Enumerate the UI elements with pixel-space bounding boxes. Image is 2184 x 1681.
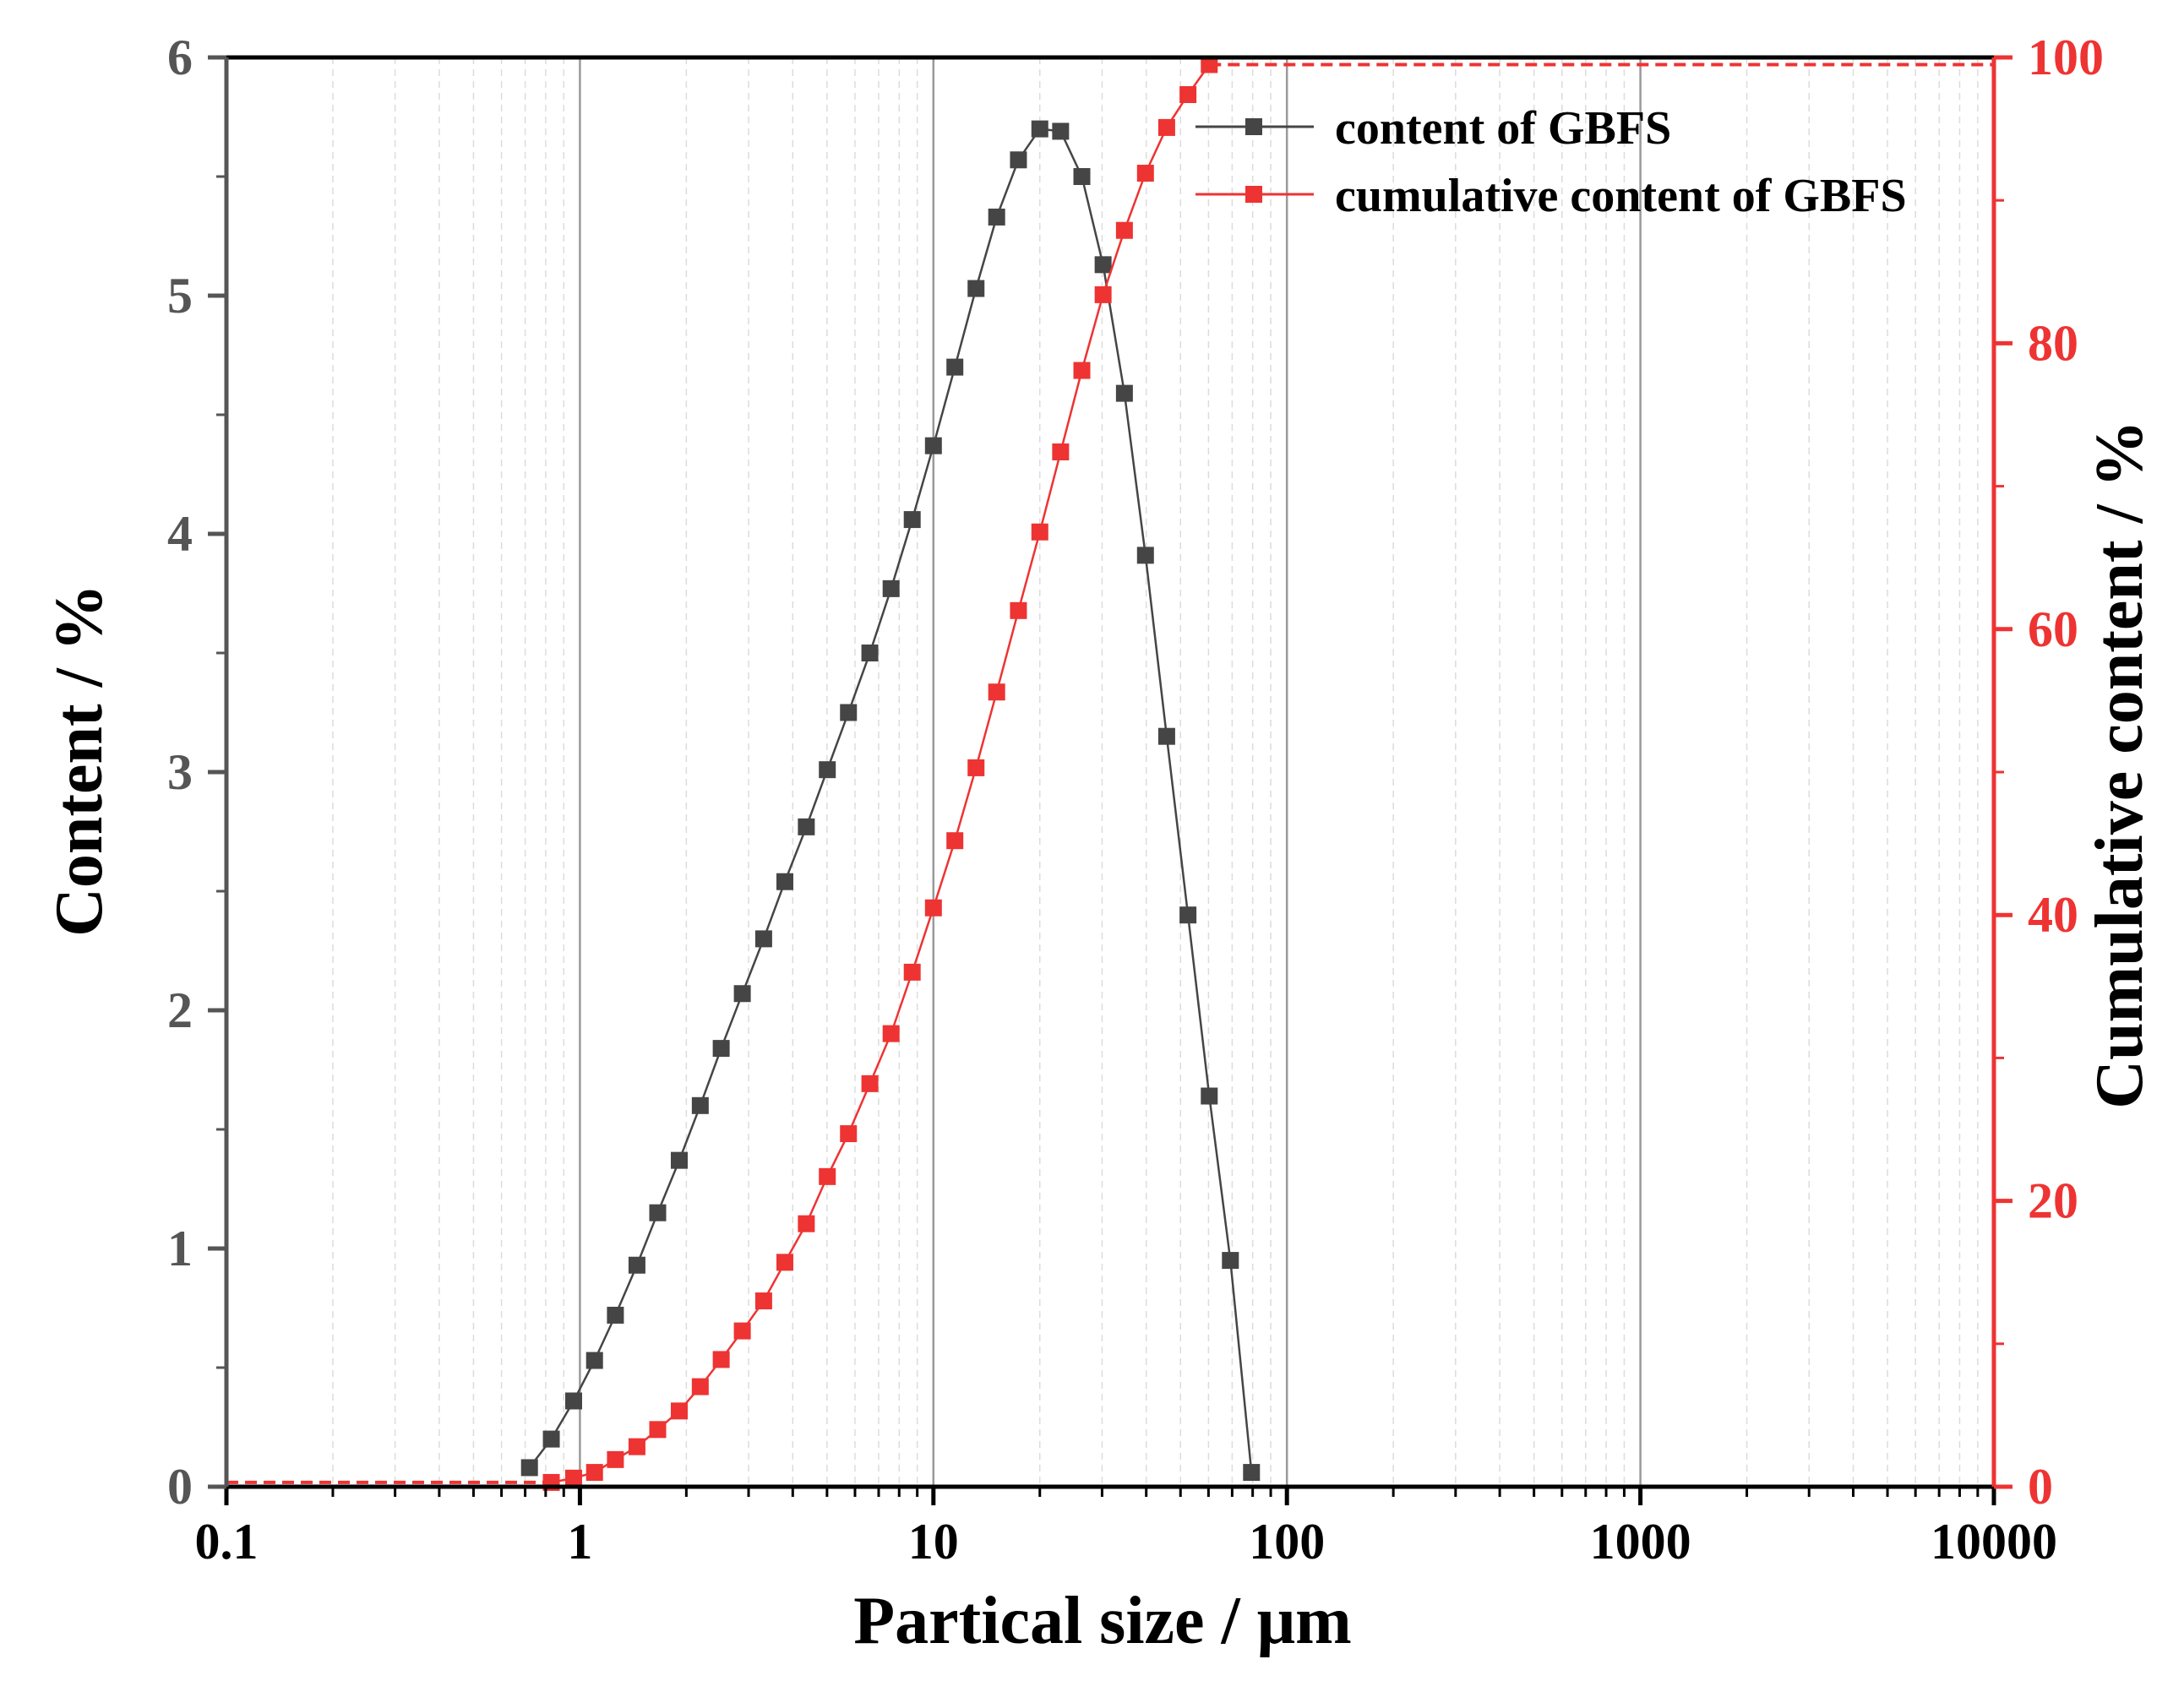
grid bbox=[332, 57, 1996, 1487]
y-right-tick-label: 80 bbox=[2028, 315, 2078, 371]
data-point-content bbox=[798, 818, 815, 835]
data-point-cumulative bbox=[1094, 286, 1112, 303]
data-point-cumulative bbox=[607, 1450, 624, 1468]
y-left-tick-label: 3 bbox=[167, 744, 193, 800]
data-point-cumulative bbox=[1052, 443, 1070, 460]
data-point-content bbox=[1201, 1087, 1218, 1105]
data-point-cumulative bbox=[1115, 221, 1133, 239]
legend-marker-cumulative bbox=[1245, 186, 1262, 203]
data-point-content bbox=[691, 1096, 709, 1114]
data-point-cumulative bbox=[1136, 165, 1154, 182]
data-point-cumulative bbox=[733, 1322, 751, 1340]
data-point-content bbox=[520, 1459, 538, 1477]
data-point-cumulative bbox=[946, 832, 964, 850]
data-point-content bbox=[946, 358, 964, 376]
data-point-content bbox=[670, 1151, 688, 1169]
y-left-tick-label: 0 bbox=[167, 1459, 193, 1515]
y-left-tick-label: 2 bbox=[167, 982, 193, 1038]
data-point-cumulative bbox=[924, 899, 942, 917]
series-line-cumulative bbox=[551, 63, 1211, 1484]
legend: content of GBFS cumulative content of GB… bbox=[1195, 102, 1907, 222]
data-point-content bbox=[988, 208, 1005, 226]
legend-marker-content bbox=[1245, 118, 1262, 135]
data-point-content bbox=[776, 873, 793, 890]
x-tick-label: 10 bbox=[908, 1514, 959, 1569]
data-point-content bbox=[607, 1306, 624, 1324]
x-tick-label: 10000 bbox=[1931, 1514, 2057, 1569]
data-point-cumulative bbox=[861, 1074, 879, 1092]
data-point-cumulative bbox=[1157, 118, 1175, 136]
data-point-content bbox=[1136, 547, 1154, 564]
x-tick-label: 100 bbox=[1249, 1514, 1325, 1569]
y-right-tick-label: 100 bbox=[2028, 30, 2104, 85]
data-point-cumulative bbox=[1010, 601, 1027, 619]
x-tick-label: 1000 bbox=[1590, 1514, 1691, 1569]
data-point-cumulative bbox=[585, 1464, 603, 1482]
data-point-content bbox=[840, 704, 858, 721]
y-right-tick-label: 20 bbox=[2028, 1173, 2078, 1229]
x-tick-label: 1 bbox=[567, 1514, 592, 1569]
data-point-cumulative bbox=[1179, 85, 1197, 103]
data-point-content bbox=[542, 1430, 560, 1448]
y-right-tick-label: 40 bbox=[2028, 887, 2078, 943]
series bbox=[226, 56, 1994, 1491]
data-point-content bbox=[924, 437, 942, 454]
data-point-cumulative bbox=[988, 683, 1005, 701]
y-right-tick-label: 0 bbox=[2028, 1459, 2053, 1515]
y-right-tick-label: 60 bbox=[2028, 601, 2078, 657]
data-point-content bbox=[903, 511, 921, 529]
data-point-content bbox=[1073, 168, 1091, 185]
data-point-cumulative bbox=[649, 1421, 667, 1439]
data-point-cumulative bbox=[798, 1215, 815, 1232]
data-point-cumulative bbox=[776, 1254, 793, 1271]
y-left-axis-title: Content / % bbox=[42, 584, 117, 937]
data-point-cumulative bbox=[882, 1025, 900, 1042]
data-point-cumulative bbox=[670, 1402, 688, 1420]
data-point-content bbox=[819, 761, 836, 779]
data-point-content bbox=[967, 280, 985, 297]
data-point-content bbox=[1157, 727, 1175, 745]
data-point-cumulative bbox=[840, 1125, 858, 1143]
y-left-tick-label: 5 bbox=[167, 268, 193, 324]
legend-label-content: content of GBFS bbox=[1335, 102, 1671, 155]
data-point-cumulative bbox=[1031, 523, 1048, 541]
data-point-content bbox=[585, 1352, 603, 1369]
data-point-content bbox=[1052, 122, 1070, 140]
data-point-content bbox=[1243, 1464, 1261, 1482]
data-point-cumulative bbox=[903, 963, 921, 981]
data-point-content bbox=[564, 1392, 582, 1410]
data-point-content bbox=[628, 1256, 645, 1274]
data-point-content bbox=[1179, 906, 1197, 924]
data-point-content bbox=[1094, 256, 1112, 274]
data-point-cumulative bbox=[1201, 56, 1218, 73]
data-point-content bbox=[1222, 1252, 1239, 1270]
data-point-cumulative bbox=[1073, 362, 1091, 379]
data-point-cumulative bbox=[691, 1378, 709, 1395]
data-point-content bbox=[754, 930, 772, 948]
data-point-content bbox=[1010, 151, 1027, 169]
data-point-cumulative bbox=[712, 1351, 730, 1368]
x-axis-title: Partical size / μm bbox=[853, 1584, 1352, 1658]
data-point-content bbox=[712, 1040, 730, 1058]
data-point-cumulative bbox=[754, 1292, 772, 1310]
y-left-tick-label: 1 bbox=[167, 1221, 193, 1276]
data-point-content bbox=[1115, 384, 1133, 402]
data-point-cumulative bbox=[967, 759, 985, 776]
data-point-cumulative bbox=[628, 1438, 645, 1455]
y-left-tick-label: 4 bbox=[167, 506, 193, 562]
data-point-content bbox=[1031, 120, 1048, 138]
data-point-content bbox=[733, 985, 751, 1003]
y-right-axis-title: Cumulative content / % bbox=[2083, 420, 2157, 1109]
data-point-content bbox=[861, 645, 879, 661]
data-point-cumulative bbox=[564, 1469, 582, 1487]
y-left-tick-label: 6 bbox=[167, 30, 193, 85]
legend-label-cumulative: cumulative content of GBFS bbox=[1335, 170, 1907, 222]
data-point-cumulative bbox=[819, 1167, 836, 1185]
data-point-content bbox=[649, 1204, 667, 1221]
data-point-content bbox=[882, 579, 900, 597]
x-tick-label: 0.1 bbox=[195, 1514, 259, 1569]
